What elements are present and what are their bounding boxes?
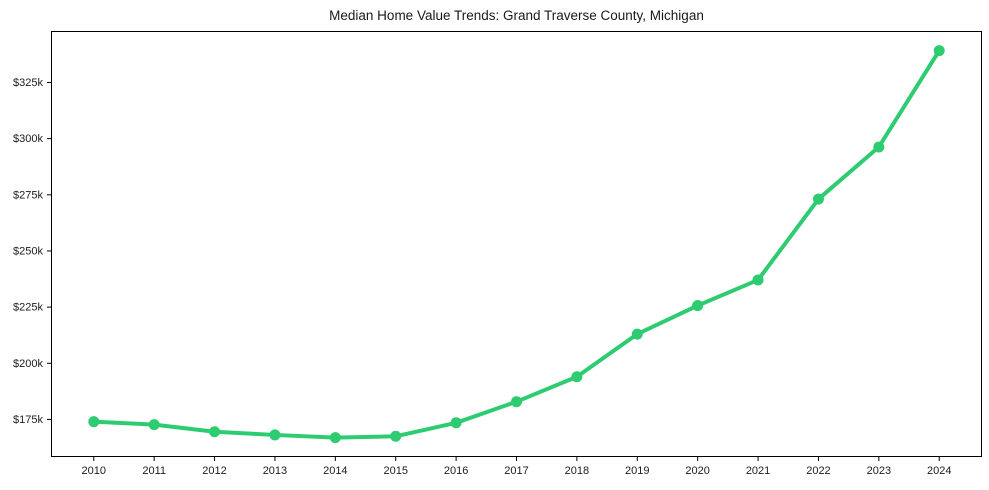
data-point-marker xyxy=(752,274,764,286)
x-axis-tick-label: 2010 xyxy=(82,465,106,477)
data-point-marker xyxy=(329,432,341,444)
x-axis-tick-label: 2016 xyxy=(444,465,468,477)
y-axis-tick-label: $300k xyxy=(13,133,43,145)
x-axis-tick-label: 2022 xyxy=(806,465,830,477)
y-axis-tick-label: $325k xyxy=(13,77,43,89)
y-axis-tick-label: $225k xyxy=(13,302,43,314)
data-point-marker xyxy=(631,328,643,340)
data-point-marker xyxy=(269,429,281,441)
x-axis-tick-label: 2011 xyxy=(142,465,166,477)
plot-border xyxy=(51,31,982,457)
data-point-marker xyxy=(390,430,402,442)
x-axis-tick-label: 2013 xyxy=(263,465,287,477)
x-axis-tick-label: 2018 xyxy=(565,465,589,477)
trend-line xyxy=(91,48,942,440)
data-point-marker xyxy=(148,419,160,431)
x-axis-tick-label: 2015 xyxy=(383,465,407,477)
x-axis-tick-label: 2012 xyxy=(202,465,226,477)
x-axis-tick-label: 2024 xyxy=(927,465,951,477)
x-axis-tick-label: 2021 xyxy=(746,465,770,477)
x-axis-tick-label: 2023 xyxy=(867,465,891,477)
y-axis-tick-label: $275k xyxy=(13,189,43,201)
y-axis-tick-label: $175k xyxy=(13,414,43,426)
y-axis-tick-label: $250k xyxy=(13,245,43,257)
x-axis-tick-label: 2019 xyxy=(625,465,649,477)
x-axis-tick-label: 2017 xyxy=(504,465,528,477)
x-axis-tick-label: 2014 xyxy=(323,465,347,477)
x-axis-tick-label: 2020 xyxy=(685,465,709,477)
data-point-marker xyxy=(692,300,704,312)
data-point-marker xyxy=(209,426,221,438)
y-axis-tick-label: $200k xyxy=(13,358,43,370)
chart-title: Median Home Value Trends: Grand Traverse… xyxy=(329,8,704,23)
data-point-marker xyxy=(812,193,824,205)
data-point-marker xyxy=(88,416,100,428)
data-point-marker xyxy=(933,45,945,57)
data-point-marker xyxy=(571,371,583,383)
data-point-marker xyxy=(873,141,885,153)
data-point-marker xyxy=(511,396,522,408)
data-point-marker xyxy=(450,417,462,429)
